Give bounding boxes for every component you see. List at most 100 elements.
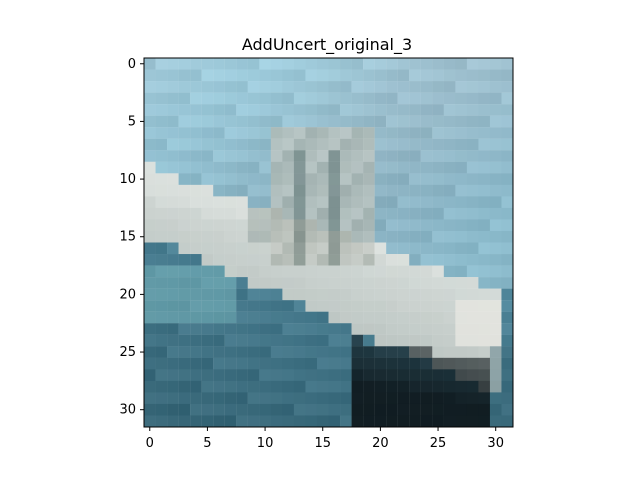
image-pixel: [351, 138, 364, 151]
image-pixel: [374, 334, 387, 347]
image-pixel: [155, 81, 168, 93]
image-pixel: [213, 184, 225, 197]
image-pixel: [247, 92, 260, 105]
image-pixel: [374, 300, 387, 312]
image-pixel: [247, 403, 260, 416]
image-pixel: [201, 104, 214, 116]
image-pixel: [351, 161, 364, 174]
image-pixel: [351, 392, 364, 405]
image-pixel: [247, 115, 260, 128]
image-pixel: [443, 115, 456, 128]
image-pixel: [259, 104, 271, 116]
image-pixel: [386, 161, 398, 174]
image-pixel: [305, 403, 318, 416]
image-pixel: [178, 254, 191, 266]
image-pixel: [247, 173, 260, 185]
image-pixel: [374, 219, 387, 232]
image-pixel: [501, 173, 514, 185]
plot-title: AddUncert_original_3: [242, 35, 412, 55]
image-pixel: [489, 300, 502, 312]
image-pixel: [190, 58, 202, 70]
image-pixel: [409, 369, 421, 382]
image-pixel: [397, 138, 410, 151]
image-pixel: [270, 115, 283, 128]
image-pixel: [316, 369, 329, 382]
image-pixel: [282, 127, 295, 139]
image-pixel: [316, 58, 329, 70]
image-pixel: [144, 380, 156, 393]
image-pixel: [443, 415, 456, 428]
image-pixel: [489, 81, 502, 93]
image-pixel: [247, 127, 260, 139]
image-pixel: [316, 323, 329, 335]
image-pixel: [178, 242, 191, 255]
image-pixel: [305, 265, 318, 278]
image-pixel: [443, 161, 456, 174]
image-pixel: [282, 69, 295, 82]
image-pixel: [316, 81, 329, 93]
image-pixel: [397, 277, 410, 289]
image-pixel: [213, 334, 225, 347]
image-pixel: [409, 58, 421, 70]
image-pixel: [432, 300, 444, 312]
image-pixel: [363, 58, 375, 70]
image-pixel: [178, 184, 191, 197]
image-pixel: [340, 357, 352, 370]
image-pixel: [293, 58, 306, 70]
image-pixel: [374, 115, 387, 128]
image-pixel: [167, 173, 179, 185]
image-pixel: [340, 254, 352, 266]
image-pixel: [443, 288, 456, 301]
image-pixel: [432, 127, 444, 139]
image-pixel: [478, 415, 491, 428]
image-pixel: [340, 196, 352, 209]
image-pixel: [363, 392, 375, 405]
image-pixel: [247, 242, 260, 255]
image-pixel: [432, 150, 444, 162]
image-pixel: [316, 219, 329, 232]
image-pixel: [478, 69, 491, 82]
image-pixel: [305, 346, 318, 358]
image-pixel: [293, 173, 306, 185]
image-pixel: [167, 323, 179, 335]
image-pixel: [224, 254, 237, 266]
image-pixel: [489, 346, 502, 358]
image-pixel: [351, 300, 364, 312]
image-pixel: [190, 254, 202, 266]
image-pixel: [455, 380, 468, 393]
image-pixel: [489, 173, 502, 185]
image-pixel: [155, 288, 168, 301]
image-pixel: [432, 334, 444, 347]
image-pixel: [397, 230, 410, 243]
image-pixel: [455, 161, 468, 174]
image-pixel: [293, 81, 306, 93]
image-pixel: [213, 323, 225, 335]
image-pixel: [478, 392, 491, 405]
image-pixel: [213, 265, 225, 278]
image-pixel: [178, 115, 191, 128]
image-pixel: [293, 115, 306, 128]
image-pixel: [190, 334, 202, 347]
image-pixel: [363, 334, 375, 347]
image-pixel: [374, 242, 387, 255]
image-pixel: [409, 242, 421, 255]
image-pixel: [144, 311, 156, 324]
image-pixel: [386, 300, 398, 312]
image-pixel: [155, 92, 168, 105]
image-pixel: [201, 127, 214, 139]
image-pixel: [247, 357, 260, 370]
image-pixel: [466, 196, 479, 209]
image-pixel: [236, 138, 248, 151]
image-pixel: [201, 415, 214, 428]
image-pixel: [409, 150, 421, 162]
image-pixel: [351, 369, 364, 382]
image-pixel: [340, 242, 352, 255]
image-pixel: [489, 104, 502, 116]
image-pixel: [466, 265, 479, 278]
image-pixel: [363, 104, 375, 116]
image-pixel: [213, 380, 225, 393]
image-pixel: [282, 380, 295, 393]
image-pixel: [155, 58, 168, 70]
image-pixel: [305, 415, 318, 428]
image-pixel: [236, 380, 248, 393]
